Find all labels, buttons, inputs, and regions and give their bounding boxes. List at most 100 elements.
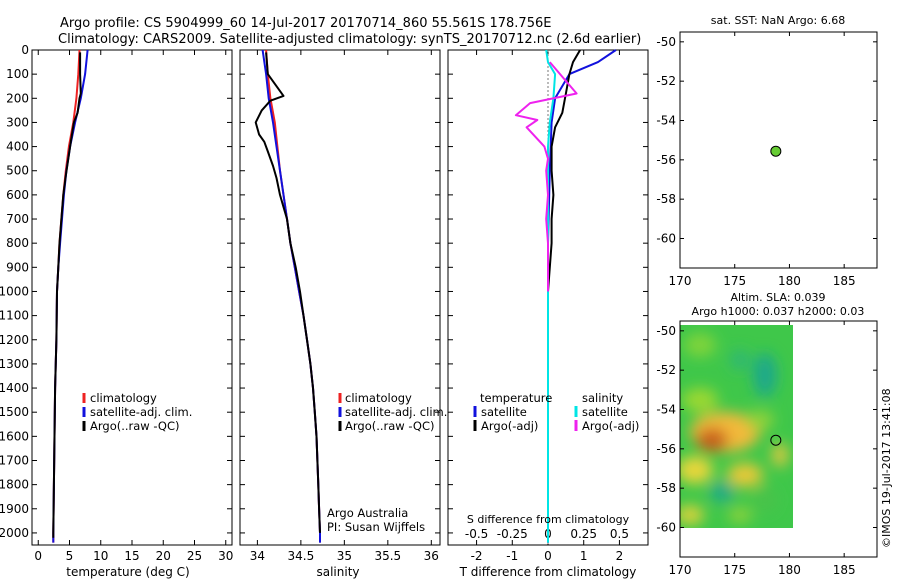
map-y-tick-label: -58 [656,481,676,495]
sla-heatmap [680,325,793,528]
y-tick-label: 1900 [0,502,29,516]
series-line-satellite-temperature [547,49,617,543]
temperature-panel [31,49,233,546]
x-tick-label: 1 [580,549,588,563]
s-tick-label: -0.25 [497,527,528,541]
y-tick-label: 100 [6,67,29,81]
series-line-satellite-adj-clim [261,49,321,543]
map-y-tick-label: -54 [656,403,676,417]
y-tick-label: 300 [6,115,29,129]
salinity-panel [239,49,441,546]
s-tick-label: 0.5 [610,527,629,541]
legend-climatology: climatology [345,391,412,405]
header-title-line2: Climatology: CARS2009. Satellite-adjuste… [58,32,641,47]
series-line-satellite-salinity [545,49,557,543]
argo-location-marker [770,434,782,446]
map-x-tick-label: 180 [778,563,801,577]
series-line-argo-raw-qc [52,52,82,538]
y-tick-label: 700 [6,212,29,226]
x-tick-label: 36 [424,549,439,563]
y-tick-label: 500 [6,164,29,178]
legend-sat-temperature: satellite [481,405,527,419]
map-x-tick-label: 185 [833,563,856,577]
map-x-tick-label: 170 [669,274,692,288]
y-tick-label: 1600 [0,429,29,443]
salinity-xlabel: salinity [316,565,359,579]
pi-note: PI: Susan Wijffels [327,520,425,534]
series-line-satellite-adj-clim [52,49,89,543]
x-tick-label: 35 [337,549,352,563]
map-y-tick-label: -56 [656,442,676,456]
legend-sat-salinity: satellite [582,405,628,419]
temperature-legend: climatology satellite-adj. clim. Argo(..… [82,391,192,433]
series-line-argo-adj-temperature [547,49,581,538]
x-tick-label: 34.5 [288,549,315,563]
map-y-tick-label: -60 [656,232,676,246]
y-tick-label: 600 [6,188,29,202]
x-tick-label: -2 [471,549,483,563]
y-tick-label: 800 [6,236,29,250]
difference-xlabel: T difference from climatology [459,565,637,579]
y-tick-label: 1400 [0,381,29,395]
map-y-tick-label: -52 [656,363,676,377]
legend-header-salinity: salinity [582,391,623,405]
x-tick-label: -1 [506,549,518,563]
x-tick-label: 35.5 [374,549,401,563]
map-y-tick-label: -50 [656,35,676,49]
map-y-tick-label: -52 [656,74,676,88]
map-x-tick-label: 175 [723,274,746,288]
copyright-stamp: ©IMOS 19-Jul-2017 13:41:08 [880,388,893,548]
axis-ticks: 0 5 10 15 20 25 300100200300400500600700800900… [0,32,877,577]
map-markers [770,145,782,446]
y-tick-label: 2000 [0,526,29,540]
sst-map-panel [679,31,878,269]
map-y-tick-label: -56 [656,153,676,167]
temperature-xlabel: temperature (deg C) [66,565,189,579]
argo-location-marker [770,145,782,157]
sla-map-panel [679,320,878,558]
sst-map-title: sat. SST: NaN Argo: 6.68 [711,14,845,27]
series-line-argo-adj-salinity [514,61,578,292]
y-tick-label: 0 [21,43,29,57]
legend-argo: Argo(..raw -QC) [345,419,435,433]
y-tick-label: 1000 [0,284,29,298]
salinity-legend: climatology satellite-adj. clim. Argo(..… [327,391,447,534]
legend-argo: Argo(..raw -QC) [90,419,180,433]
y-tick-label: 1700 [0,453,29,467]
x-tick-label: 15 [124,549,139,563]
difference-legend: temperature salinity satellite Argo(-adj… [473,391,639,433]
y-tick-label: 1300 [0,357,29,371]
y-tick-label: 1800 [0,478,29,492]
salinity-difference-label: S difference from climatology [467,513,630,526]
x-tick-label: 34 [250,549,265,563]
y-tick-label: 1500 [0,405,29,419]
x-tick-label: 30 [218,549,233,563]
legend-argo-salinity: Argo(-adj) [582,419,639,433]
x-tick-label: 25 [187,549,202,563]
x-tick-label: 20 [156,549,171,563]
legend-header-temperature: temperature [480,391,552,405]
map-x-tick-label: 170 [669,563,692,577]
y-tick-label: 400 [6,140,29,154]
map-y-tick-label: -58 [656,192,676,206]
y-tick-label: 200 [6,91,29,105]
x-tick-label: 0 [544,549,552,563]
profile-curves [52,49,617,543]
sla-map-title: Altim. SLA: 0.039 [730,291,825,304]
map-x-tick-label: 185 [833,274,856,288]
map-y-tick-label: -50 [656,324,676,338]
x-tick-label: 5 [66,549,74,563]
y-tick-label: 1200 [0,333,29,347]
legend-argo-temperature: Argo(-adj) [481,419,538,433]
map-y-tick-label: -54 [656,114,676,128]
s-tick-label: 0.25 [570,527,597,541]
map-x-tick-label: 180 [778,274,801,288]
header-title-line1: Argo profile: CS 5904999_60 14-Jul-2017 … [60,16,551,31]
s-tick-label: -0.5 [465,527,488,541]
y-tick-label: 900 [6,260,29,274]
data-source-note: Argo Australia [327,506,408,520]
map-y-tick-label: -60 [656,521,676,535]
series-line-argo-raw-qc [254,52,321,533]
x-tick-label: 10 [93,549,108,563]
